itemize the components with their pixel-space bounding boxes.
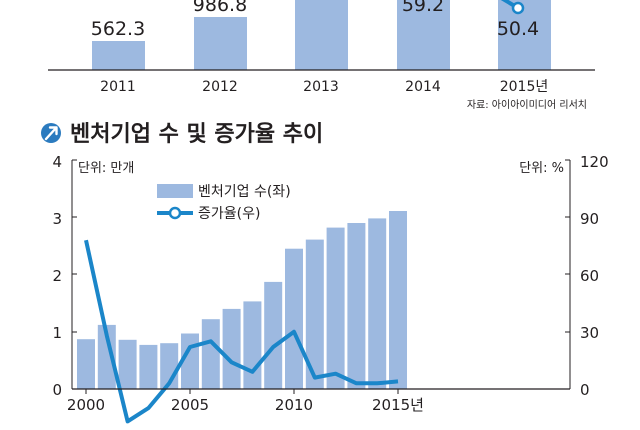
x-tick-label: 2000 [67, 396, 105, 414]
title-row: 벤처기업 수 및 증가율 추이 [41, 122, 323, 147]
top-bar-2012 [194, 17, 247, 70]
left-tick-label: 4 [52, 153, 62, 171]
bar-2013 [347, 223, 366, 389]
top-bar-2014 [397, 0, 450, 70]
left-axis-unit: 단위: 만개 [78, 161, 134, 176]
x-tick-label: 2010 [275, 396, 313, 414]
bar-2011 [305, 239, 324, 389]
x-tick-label: 2005 [171, 396, 209, 414]
right-axis-unit: 단위: % [519, 161, 564, 176]
top-bar-label-2014: 59.2 [402, 0, 444, 16]
legend-line-marker [168, 206, 182, 220]
right-tick-label: 120 [580, 153, 609, 171]
line-series [84, 239, 399, 424]
x-tick-label: 2015년 [372, 396, 424, 414]
bar-2002 [118, 339, 137, 389]
top-bar-2011 [92, 41, 145, 70]
right-tick-label: 0 [580, 381, 590, 399]
bar-2006 [201, 319, 220, 389]
chart-title: 벤처기업 수 및 증가율 추이 [70, 122, 323, 147]
x-ticks: 2000 2005 2010 2015년 [67, 389, 424, 414]
bar-2000 [77, 339, 95, 389]
bar-2008 [243, 301, 262, 389]
right-tick-label: 60 [580, 267, 599, 285]
legend-bar-swatch [157, 184, 193, 198]
top-x-tick-2015: 2015년 [500, 79, 549, 95]
top-bar-label-2012: 986.8 [193, 0, 247, 16]
arrow-glyph [44, 126, 58, 141]
legend-line-label: 증가율(우) [198, 206, 260, 222]
bar-2012 [326, 227, 345, 389]
top-x-tick-2013: 2013 [303, 79, 339, 95]
left-tick-label: 3 [52, 210, 62, 228]
top-bar-chart: 562.3 986.8 59.2 50.4 2011 2012 2013 201… [48, 0, 595, 111]
left-tick-label: 0 [52, 381, 62, 399]
bar-2001 [97, 324, 116, 389]
growth-rate-line [84, 239, 399, 424]
top-x-tick-2011: 2011 [100, 79, 136, 95]
top-bar-label-2015: 50.4 [497, 18, 539, 40]
top-x-tick-2012: 2012 [202, 79, 238, 95]
right-tick-label: 30 [580, 324, 599, 342]
top-bar-label-2011: 562.3 [91, 18, 145, 40]
bottom-chart: 4 3 2 1 0 단위: 만개 120 90 60 30 0 단위: % 벤처… [52, 153, 609, 424]
bar-2010 [285, 248, 303, 389]
bar-2009 [264, 281, 283, 389]
left-tick-label: 1 [52, 324, 62, 342]
legend: 벤처기업 수(좌) 증가율(우) [157, 184, 291, 222]
left-tick-label: 2 [52, 267, 62, 285]
bar-2003 [139, 344, 158, 389]
source-note: 자료: 아이아이미디어 리서치 [467, 99, 587, 111]
bar-2014 [368, 218, 387, 389]
top-bar-2015 [498, 0, 551, 70]
bar-2015 [389, 211, 407, 389]
bar-series [77, 211, 407, 389]
top-growth-marker [511, 1, 525, 15]
bar-2007 [222, 308, 241, 389]
top-x-tick-2014: 2014 [405, 79, 441, 95]
right-tick-label: 90 [580, 210, 599, 228]
top-bar-2013 [295, 0, 348, 70]
legend-bar-label: 벤처기업 수(좌) [198, 184, 291, 200]
